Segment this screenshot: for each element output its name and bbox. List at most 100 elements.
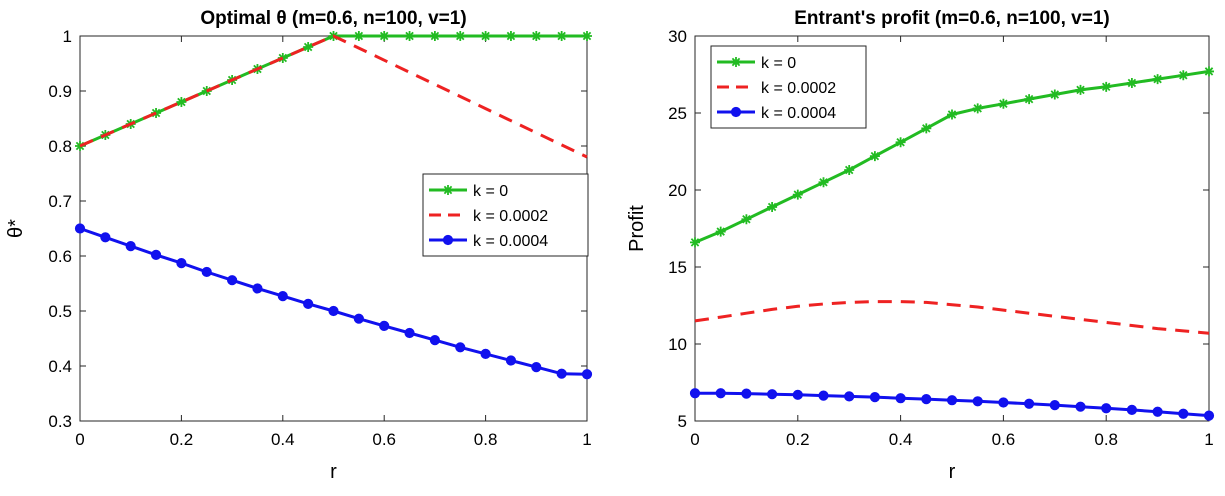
right-data-point: [818, 390, 829, 401]
right-data-point: [1075, 401, 1086, 412]
right-data-point: [869, 151, 880, 162]
left-data-point: [404, 327, 415, 339]
left-data-point: [303, 298, 314, 309]
left-data-point: [100, 232, 111, 243]
right-y-tick-label: 5: [678, 412, 687, 431]
right-y-tick-label: 25: [668, 104, 687, 123]
right-data-point: [741, 388, 752, 399]
right-data-point: [818, 177, 829, 188]
left-data-point: [455, 31, 466, 41]
right-chart-title: Entrant's profit (m=0.6, n=100, v=1): [794, 8, 1110, 29]
left-chart: 0 0.2 0.4 0.6 0.8 1 0.3 0.4 0.5 0.6 0.7 0.8 0.9 1 Opti…: [5, 8, 593, 483]
left-y-tick-label: 1: [63, 27, 72, 46]
right-legend-label: k = 0.0002: [761, 80, 836, 97]
right-legend-marker: [730, 106, 742, 118]
right-x-axis-label: r: [949, 461, 956, 483]
left-legend-marker: [442, 234, 454, 246]
left-data-point: [505, 355, 517, 366]
left-data-point: [455, 342, 466, 353]
right-legend: k = 0 k = 0.0002 k = 0.0004: [710, 45, 867, 129]
left-data-point: [581, 369, 593, 380]
left-data-point: [531, 31, 542, 41]
right-series-1: [694, 300, 1210, 335]
right-y-tick-label: 10: [668, 335, 687, 354]
left-x-tick-label: 1: [582, 430, 591, 449]
left-data-point: [531, 362, 542, 373]
left-data-point: [150, 249, 162, 260]
right-data-point: [1101, 81, 1112, 92]
left-data-point: [379, 31, 390, 41]
left-data-point: [74, 223, 86, 234]
right-series-line-1: [694, 300, 1210, 335]
right-data-point: [1024, 94, 1035, 105]
left-series-2: [74, 223, 593, 380]
right-data-point: [947, 109, 957, 120]
right-x-tick-label: 0.8: [1094, 430, 1118, 449]
left-y-tick-label: 0.9: [48, 82, 72, 101]
left-y-tick-label: 0.4: [48, 357, 72, 376]
right-data-point: [946, 395, 958, 406]
right-series-0: [690, 66, 1214, 248]
right-x-tick-label: 0.4: [889, 430, 913, 449]
left-x-tick-label: 0.2: [170, 430, 194, 449]
left-data-point: [556, 368, 567, 379]
left-legend-label: k = 0.0002: [473, 208, 548, 225]
right-y-tick-label: 20: [668, 181, 687, 200]
left-y-tick-label: 0.6: [48, 247, 72, 266]
left-chart-title: Optimal θ (m=0.6, n=100, v=1): [200, 8, 466, 29]
right-data-point: [1203, 410, 1215, 421]
left-data-point: [125, 241, 136, 252]
right-data-point: [1049, 400, 1060, 411]
left-legend: k = 0 k = 0.0002 k = 0.0004: [422, 173, 589, 257]
right-data-point: [767, 389, 778, 400]
right-data-point: [895, 137, 906, 148]
right-data-point: [792, 389, 803, 400]
right-data-point: [1204, 66, 1214, 77]
left-data-point: [353, 31, 364, 41]
right-x-tick-label: 0: [690, 430, 699, 449]
left-data-point: [303, 42, 314, 52]
left-legend-marker: [443, 185, 453, 195]
right-y-axis-label: Profit: [626, 205, 648, 252]
left-legend-label: k = 0: [473, 183, 508, 200]
right-x-tick-label: 0.2: [786, 430, 810, 449]
right-legend-marker: [731, 57, 741, 67]
right-x-tick-label: 1: [1204, 430, 1213, 449]
right-x-tick-label: 0.6: [992, 430, 1016, 449]
right-data-point: [998, 397, 1009, 408]
left-data-point: [480, 31, 491, 41]
right-data-point: [921, 123, 932, 134]
left-y-tick-label: 0.5: [48, 302, 72, 321]
left-data-point: [252, 283, 263, 294]
right-data-point: [1075, 84, 1086, 95]
left-data-point: [201, 266, 212, 278]
right-data-point: [869, 392, 881, 403]
left-data-point: [480, 348, 491, 359]
right-y-tick-label: 30: [668, 27, 687, 46]
left-legend-label: k = 0.0004: [473, 233, 548, 250]
right-data-point: [767, 201, 778, 212]
right-data-point: [1024, 398, 1035, 409]
left-data-point: [404, 31, 415, 41]
right-data-point: [921, 394, 932, 405]
right-data-point: [972, 396, 983, 407]
left-data-point: [176, 97, 187, 107]
right-data-point: [689, 388, 701, 399]
left-data-point: [556, 31, 567, 41]
left-x-axis-label: r: [330, 461, 337, 483]
left-data-point: [277, 291, 288, 302]
right-series-2: [689, 388, 1215, 421]
right-data-point: [998, 98, 1009, 109]
right-data-point: [715, 388, 726, 399]
right-data-point: [715, 226, 726, 237]
right-data-point: [895, 393, 906, 404]
left-y-axis-label: θ*: [5, 219, 27, 238]
right-data-point: [1126, 404, 1138, 416]
right-data-point: [1152, 406, 1163, 417]
right-y-tick-label: 15: [668, 258, 687, 277]
left-data-point: [429, 31, 440, 41]
left-series-1: [79, 34, 588, 159]
left-data-point: [227, 275, 238, 286]
left-data-point: [582, 31, 592, 41]
